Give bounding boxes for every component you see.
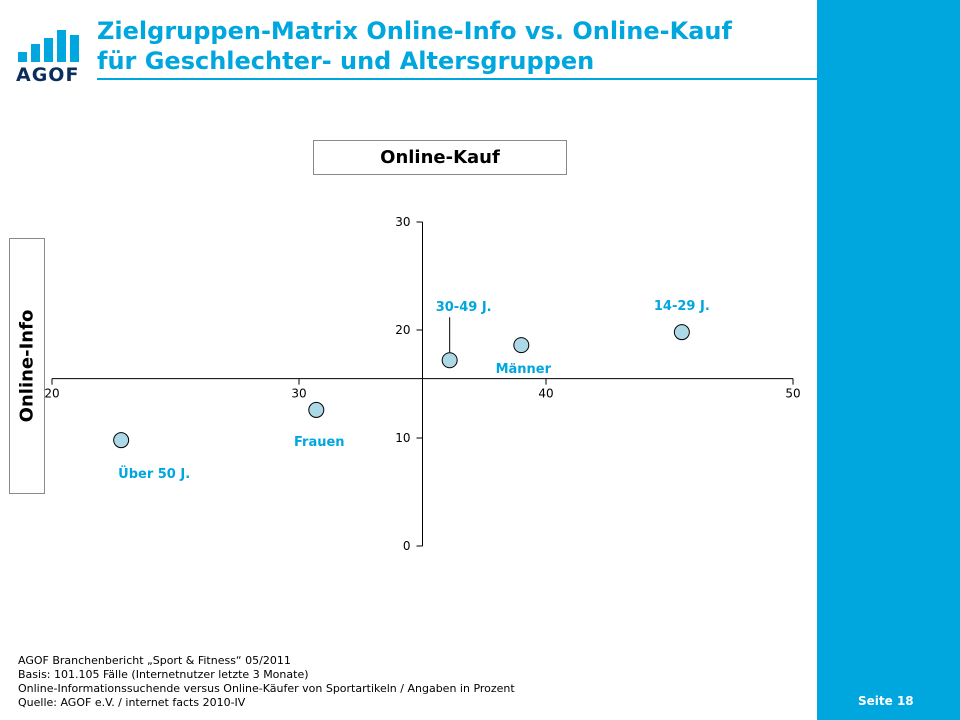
data-point-label: Frauen (294, 435, 345, 450)
data-point (441, 352, 458, 369)
x-tick-label: 50 (785, 387, 800, 401)
data-point (308, 401, 325, 418)
agof-logo: AGOF (14, 24, 80, 90)
y-tick-label: 20 (395, 323, 410, 337)
footer-line-1: AGOF Branchenbericht „Sport & Fitness“ 0… (18, 654, 291, 667)
data-point-label: 30-49 J. (436, 300, 492, 315)
page-title: Zielgruppen-Matrix Online-Info vs. Onlin… (97, 16, 817, 76)
y-axis-label-box: Online-Info (9, 238, 45, 494)
footer-line-3: Online-Informationssuchende versus Onlin… (18, 682, 515, 695)
data-point-label: Über 50 J. (118, 466, 190, 482)
y-tick-label: 30 (395, 215, 410, 229)
x-axis-label-box: Online-Kauf (313, 140, 567, 175)
footer-notes: AGOF Branchenbericht „Sport & Fitness“ 0… (18, 654, 515, 710)
title-line-1: Zielgruppen-Matrix Online-Info vs. Onlin… (97, 17, 732, 45)
footer-line-2: Basis: 101.105 Fälle (Internetnutzer let… (18, 668, 309, 681)
page-number: Seite 18 (858, 694, 914, 708)
x-tick-label: 40 (538, 387, 553, 401)
title-line-2: für Geschlechter- und Altersgruppen (97, 47, 595, 75)
data-point-label: Männer (496, 362, 552, 377)
y-tick-label: 10 (395, 431, 410, 445)
footer-line-4: Quelle: AGOF e.V. / internet facts 2010-… (18, 696, 246, 709)
y-tick-label: 0 (403, 539, 411, 553)
data-point-label: 14-29 J. (654, 299, 710, 314)
title-underline (97, 78, 817, 80)
data-point (513, 337, 530, 354)
x-tick-label: 20 (44, 387, 59, 401)
logo-bars-icon (18, 28, 80, 62)
data-point (673, 324, 690, 341)
logo-text: AGOF (16, 64, 80, 86)
scatter-chart: 20 30 40 50 0 10 20 30 14-29 J. 30-49 J. Männer Fra… (44, 215, 800, 553)
data-point (113, 432, 130, 449)
right-sidebar-bar (817, 0, 960, 720)
x-tick-label: 30 (291, 387, 306, 401)
